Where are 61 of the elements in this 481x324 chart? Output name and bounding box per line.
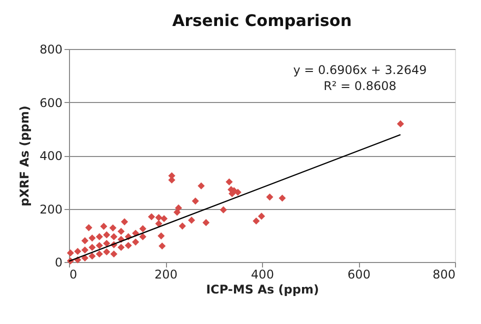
point — [74, 248, 82, 255]
x-tick-label: 600 — [348, 268, 370, 282]
x-tick-label: 0 — [70, 268, 78, 282]
point — [174, 204, 182, 212]
point — [110, 250, 118, 258]
chart-title: Arsenic Comparison — [172, 11, 352, 30]
point — [110, 233, 118, 240]
point — [202, 219, 210, 226]
point — [139, 233, 146, 240]
x-tick-label: 800 — [432, 268, 456, 282]
x-axis-title: ICP-MS As (ppm) — [206, 282, 319, 296]
point — [132, 238, 140, 246]
point — [158, 232, 165, 240]
point — [258, 212, 266, 220]
y-tick-label: 600 — [40, 96, 62, 110]
point — [192, 197, 199, 205]
x-tick-label: 200 — [154, 268, 178, 282]
point — [396, 120, 404, 128]
point — [118, 244, 125, 251]
point — [88, 234, 96, 242]
point — [174, 208, 181, 216]
point — [81, 237, 88, 244]
point — [155, 220, 162, 228]
point — [188, 216, 196, 224]
point — [160, 215, 168, 222]
point — [266, 194, 274, 201]
point — [88, 252, 96, 260]
point — [66, 249, 74, 256]
point — [103, 248, 110, 256]
point — [120, 218, 128, 226]
annotation: R² = 0.8608 — [324, 79, 396, 93]
point — [124, 242, 132, 250]
annotation: y = 0.6906x + 3.2649 — [293, 63, 427, 77]
point — [118, 228, 125, 235]
point — [96, 242, 103, 250]
point — [226, 178, 233, 186]
point — [139, 225, 146, 232]
y-tick-label: 400 — [40, 149, 62, 163]
x-tick-label: 400 — [251, 268, 274, 282]
point — [85, 224, 92, 232]
point — [96, 250, 103, 258]
point — [88, 244, 96, 251]
point — [103, 231, 110, 238]
point — [220, 206, 227, 214]
y-tick-label: 0 — [54, 256, 62, 270]
point — [178, 222, 186, 230]
point — [278, 194, 286, 202]
point — [100, 222, 108, 230]
point — [252, 217, 260, 225]
y-tick-label: 200 — [40, 202, 62, 216]
y-axis-title: pXRF As (ppm) — [18, 106, 32, 206]
point — [109, 224, 116, 232]
y-tick-label: 800 — [40, 42, 62, 56]
point — [148, 213, 156, 220]
point — [103, 240, 110, 247]
point — [198, 182, 205, 190]
point — [81, 246, 88, 254]
point — [81, 254, 88, 262]
point — [96, 233, 103, 240]
point — [155, 214, 162, 222]
point — [158, 242, 166, 250]
